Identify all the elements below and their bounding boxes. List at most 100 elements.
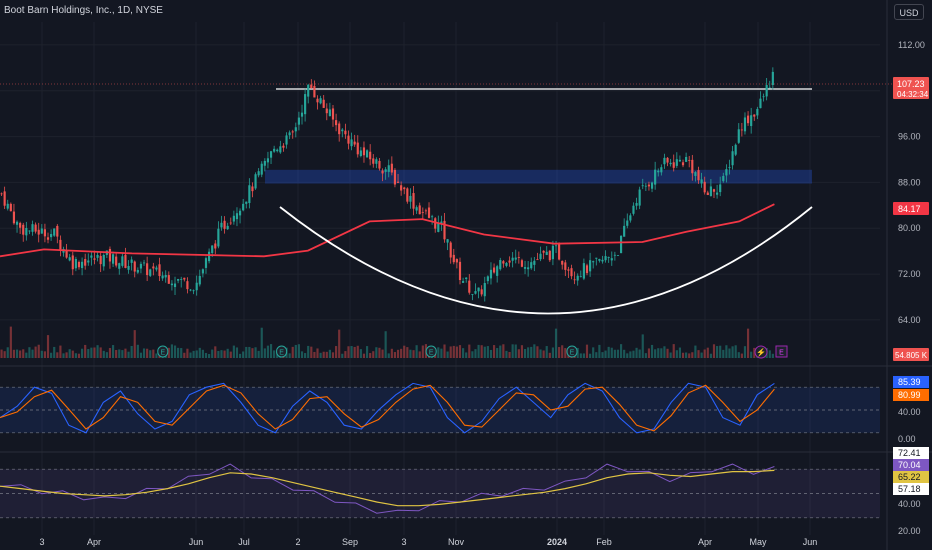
rsi-badge-3	[893, 471, 929, 483]
candle-body	[589, 260, 592, 272]
candle-body	[53, 228, 56, 236]
volume-bar	[458, 345, 462, 358]
candle-body	[641, 185, 644, 187]
x-tick-4: 2	[295, 537, 300, 547]
candle-body	[465, 277, 468, 279]
candle-body	[412, 193, 415, 209]
candle-body	[477, 287, 480, 292]
volume-bar	[669, 352, 672, 358]
candle-body	[400, 185, 403, 191]
volume-bar	[204, 352, 208, 358]
candle-body	[762, 96, 765, 98]
stoch-d-line	[0, 384, 775, 432]
candle-body	[198, 275, 201, 285]
volume-bar	[576, 347, 579, 358]
volume-bar	[87, 349, 90, 358]
x-tick-5: Sep	[342, 537, 358, 547]
candle-body	[511, 257, 514, 261]
volume-bar	[418, 351, 421, 358]
volume-bar	[533, 344, 536, 358]
candle-body	[712, 189, 716, 192]
chart-title: Boot Barn Holdings, Inc., 1D, NYSE	[4, 5, 163, 16]
candle-body	[223, 220, 226, 229]
volume-bar	[607, 346, 610, 358]
candle-body	[753, 114, 756, 117]
volume-bar	[666, 348, 669, 358]
candle-body	[81, 261, 84, 269]
volume-bar	[173, 345, 177, 358]
candle-body	[536, 259, 539, 261]
volume-bar	[127, 351, 130, 358]
rsi-value-1: 72.41	[898, 448, 921, 458]
volume-bar	[393, 352, 397, 358]
volume-bar	[121, 350, 124, 358]
candle-body	[37, 229, 40, 235]
volume-bar	[434, 353, 437, 358]
volume-bar	[561, 345, 564, 358]
volume-bar	[186, 348, 189, 358]
volume-bar	[341, 353, 344, 358]
volume-bar	[105, 352, 108, 358]
volume-bar	[384, 331, 387, 358]
candle-body	[77, 261, 81, 268]
volume-bar	[672, 344, 675, 358]
volume-bar	[694, 345, 697, 358]
candle-body	[517, 257, 520, 258]
volume-bar	[523, 349, 527, 358]
candle-body	[650, 182, 654, 189]
candle-body	[115, 256, 118, 266]
candle-body	[124, 254, 127, 268]
volume-bar	[177, 347, 180, 358]
candle-body	[492, 267, 496, 273]
price-tick-0: 112.00	[898, 40, 925, 50]
volume-bar	[558, 347, 561, 358]
candle-body	[694, 172, 697, 176]
volume-bar	[238, 353, 242, 358]
candle-body	[505, 262, 508, 266]
currency-button[interactable]: USD	[894, 4, 924, 20]
volume-bar	[712, 344, 716, 358]
volume-bar	[517, 349, 520, 358]
candle-body	[164, 274, 167, 278]
volume-bar	[269, 344, 273, 358]
candle-body	[759, 98, 762, 109]
support-zone	[265, 169, 812, 184]
candle-body	[90, 255, 93, 258]
cup-curve	[279, 206, 813, 315]
volume-bar	[514, 344, 517, 358]
candle-body	[595, 257, 598, 259]
volume-bar	[331, 352, 335, 358]
volume-bar	[437, 347, 440, 358]
candle-body	[65, 250, 68, 258]
candle-body	[607, 257, 610, 258]
candle-body	[71, 255, 74, 270]
candle-body	[462, 281, 465, 283]
candle-body	[74, 258, 77, 269]
volume-bar	[585, 344, 589, 358]
volume-bar	[93, 347, 96, 358]
volume-bar	[118, 349, 121, 358]
candle-body	[709, 186, 712, 197]
volume-bar	[53, 346, 56, 358]
candle-body	[502, 261, 505, 264]
x-tick-6: 3	[401, 537, 406, 547]
volume-bar	[56, 352, 59, 358]
volume-bar	[709, 353, 712, 358]
volume-bar	[201, 349, 204, 358]
volume-bar	[6, 347, 9, 358]
candle-body	[706, 192, 709, 196]
candle-body	[177, 279, 180, 281]
candle-body	[359, 150, 362, 156]
volume-bar	[619, 344, 623, 358]
candle-body	[291, 131, 294, 133]
candle-body	[9, 203, 12, 212]
volume-bar	[381, 349, 384, 358]
candle-body	[294, 127, 297, 132]
volume-bar	[449, 346, 452, 358]
x-tick-8: 2024	[547, 537, 567, 547]
volume-bar	[15, 349, 19, 358]
volume-bar	[542, 350, 545, 358]
candle-body	[632, 205, 635, 214]
volume-bar	[304, 353, 307, 358]
